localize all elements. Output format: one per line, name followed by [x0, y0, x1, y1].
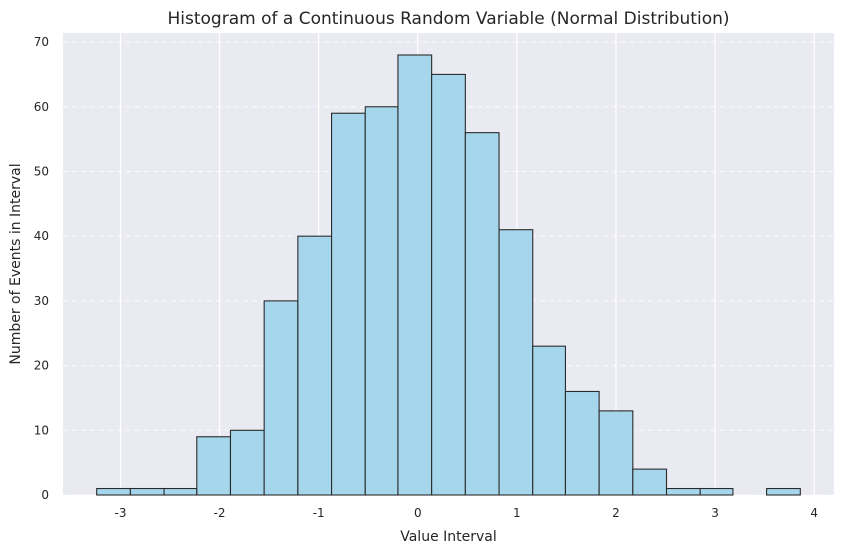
histogram-bar: [498, 229, 534, 496]
y-axis-label: Number of Events in Interval: [8, 163, 24, 364]
y-tick-label: 40: [34, 229, 49, 243]
y-tick-label: 0: [41, 488, 49, 502]
histogram-bar: [665, 487, 701, 496]
y-tick-label: 50: [34, 164, 49, 178]
histogram-bar: [364, 106, 399, 496]
y-tick-label: 20: [34, 359, 49, 373]
histogram-bar: [564, 390, 600, 496]
histogram-bar: [229, 429, 265, 496]
histogram-bar: [632, 468, 668, 496]
histogram-bar: [163, 487, 198, 496]
y-tick-label: 60: [34, 100, 49, 114]
x-tick-label: 4: [810, 506, 818, 520]
histogram-bar: [331, 112, 366, 496]
histogram-bar: [464, 132, 500, 496]
histogram-bars: [96, 54, 801, 496]
histogram-bar: [431, 73, 466, 496]
histogram-bar: [766, 487, 801, 496]
histogram-bar: [263, 300, 299, 496]
y-tick-label: 30: [34, 294, 49, 308]
x-tick-label: 2: [612, 506, 620, 520]
histogram-bar: [532, 345, 566, 496]
histogram-bar: [96, 487, 131, 496]
y-tick-label: 70: [34, 35, 49, 49]
x-tick-label: 1: [513, 506, 521, 520]
histogram-bar: [397, 54, 433, 496]
x-tick-label: -2: [214, 506, 226, 520]
x-tick-label: 3: [711, 506, 719, 520]
x-tick-label: 0: [414, 506, 422, 520]
x-axis-label: Value Interval: [400, 529, 497, 545]
histogram-bar: [699, 487, 734, 496]
histogram-bar: [297, 235, 333, 496]
y-tick-label: 10: [34, 423, 49, 437]
x-tick-label: -3: [114, 506, 126, 520]
x-tick-label: -1: [313, 506, 325, 520]
histogram-bar: [129, 487, 165, 496]
chart-title: Histogram of a Continuous Random Variabl…: [168, 9, 730, 29]
histogram-bar: [598, 410, 634, 496]
histogram-bar: [196, 436, 232, 496]
